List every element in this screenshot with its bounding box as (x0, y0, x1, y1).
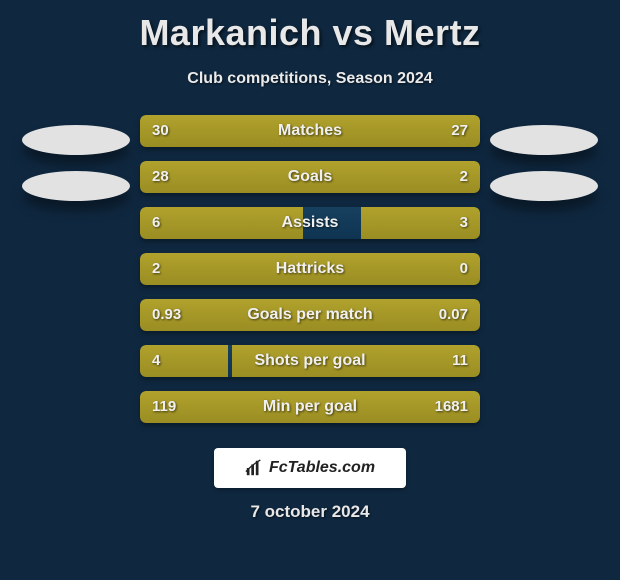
stat-label: Shots per goal (140, 345, 480, 377)
stat-row: 0.930.07Goals per match (140, 299, 480, 331)
stat-row: 20Hattricks (140, 253, 480, 285)
footer-date: 7 october 2024 (0, 502, 620, 522)
stat-row: 3027Matches (140, 115, 480, 147)
stat-row: 63Assists (140, 207, 480, 239)
barchart-icon (245, 459, 263, 477)
page-title: Markanich vs Mertz (0, 0, 620, 54)
stat-label: Goals per match (140, 299, 480, 331)
comparison-panel: 3027Matches 282Goals 63Assists 20Hattricks 0… (0, 115, 620, 423)
stat-label: Hattricks (140, 253, 480, 285)
player1-team-avatar (22, 171, 130, 201)
player1-photos (16, 115, 136, 217)
player2-avatar (490, 125, 598, 155)
stat-row: 411Shots per goal (140, 345, 480, 377)
page-subtitle: Club competitions, Season 2024 (0, 70, 620, 88)
player2-team-avatar (490, 171, 598, 201)
site-logo-box[interactable]: FcTables.com (214, 448, 406, 488)
stat-label: Assists (140, 207, 480, 239)
site-logo-text: FcTables.com (269, 459, 375, 477)
stats-bars: 3027Matches 282Goals 63Assists 20Hattricks 0… (136, 115, 484, 423)
stat-row: 282Goals (140, 161, 480, 193)
player1-avatar (22, 125, 130, 155)
stat-label: Goals (140, 161, 480, 193)
stat-label: Min per goal (140, 391, 480, 423)
player2-photos (484, 115, 604, 217)
stat-row: 1191681Min per goal (140, 391, 480, 423)
stat-label: Matches (140, 115, 480, 147)
